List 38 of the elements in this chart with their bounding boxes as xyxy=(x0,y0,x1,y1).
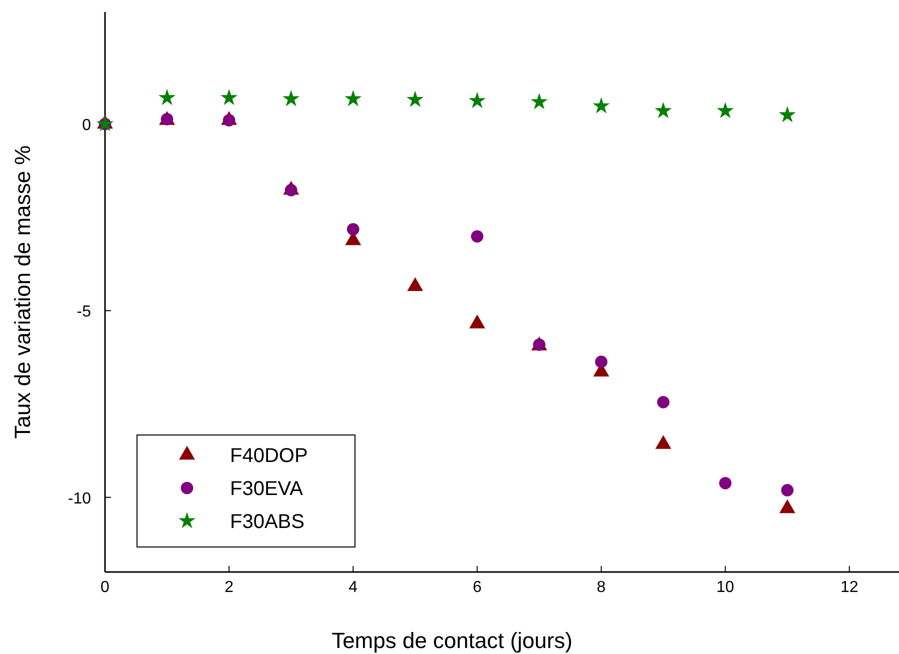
point xyxy=(282,90,300,106)
point xyxy=(779,499,796,514)
x-tick-label: 0 xyxy=(100,579,110,596)
x-tick-label: 10 xyxy=(716,579,734,596)
legend-label: F30ABS xyxy=(230,511,304,533)
point xyxy=(469,314,486,328)
x-tick-label: 12 xyxy=(840,579,858,596)
point xyxy=(406,90,424,107)
point xyxy=(530,93,548,110)
legend-label: F30EVA xyxy=(230,478,304,500)
point xyxy=(407,277,424,291)
x-tick-label: 6 xyxy=(472,579,482,596)
y-tick-label: -5 xyxy=(76,304,92,321)
point xyxy=(284,184,298,196)
legend-label: F40DOP xyxy=(230,445,308,467)
point xyxy=(220,88,238,106)
point xyxy=(654,102,672,118)
point xyxy=(468,92,486,108)
point xyxy=(716,102,734,118)
point xyxy=(222,114,236,126)
point xyxy=(781,484,794,496)
point xyxy=(778,106,796,122)
point xyxy=(595,356,608,368)
x-tick-label: 4 xyxy=(348,579,358,596)
y-axis-title: Taux de variation de masse % xyxy=(10,145,35,439)
point xyxy=(344,90,362,106)
y-tick-label: 0 xyxy=(82,117,92,134)
point xyxy=(655,435,672,449)
point xyxy=(657,396,670,408)
y-tick-label: -10 xyxy=(68,490,92,508)
x-axis-title: Temps de contact (jours) xyxy=(332,628,572,653)
point xyxy=(592,97,610,114)
point xyxy=(346,223,360,236)
point xyxy=(158,88,176,106)
point xyxy=(471,230,484,243)
x-tick-label: 8 xyxy=(596,579,606,596)
x-tick-label: 2 xyxy=(224,579,234,596)
point xyxy=(719,476,732,490)
